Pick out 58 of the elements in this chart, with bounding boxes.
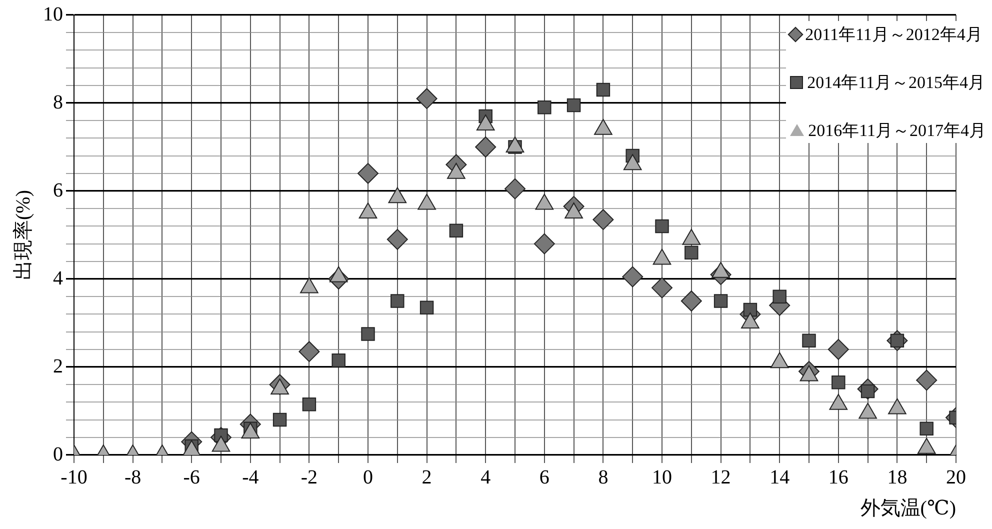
x-axis-title: 外気温(℃) [860,497,956,520]
point [504,178,526,200]
point [622,266,644,288]
point [449,224,464,238]
point [592,209,614,230]
y-tick-label: 0 [53,443,63,466]
point [361,327,375,341]
legend-label: 2016年11月～2017年4月 [808,120,986,142]
point [655,219,669,234]
x-tick-label: 12 [710,466,731,488]
point [916,370,938,391]
point [714,294,728,308]
point [332,354,346,368]
point [420,300,434,314]
x-tick-label: 14 [770,466,790,488]
y-tick-label: 4 [53,267,63,290]
point [832,376,846,390]
x-tick-label: 16 [828,466,848,488]
x-tick-label: 0 [363,466,373,488]
point [298,341,320,362]
point [772,290,786,304]
y-tick-label: 2 [53,355,63,378]
y-tick-label: 10 [43,3,63,26]
x-tick-label: -2 [300,466,318,488]
legend-label: 2011年11月～2012年4月 [805,24,982,46]
x-tick-label: 10 [652,466,672,488]
point [386,228,408,250]
x-tick-label: 20 [946,466,966,488]
point [684,246,698,260]
point [538,100,552,114]
x-tick-label: 4 [480,466,491,488]
x-tick-label: 2 [422,466,432,488]
point [566,98,581,112]
point [828,338,849,360]
y-tick-label: 6 [53,179,63,202]
legend-label: 2014年11月～2015年4月 [807,72,985,94]
x-tick-label: -4 [242,466,259,488]
point [475,136,496,158]
y-axis-title: 出現率(%) [12,190,34,280]
x-tick-label: 6 [539,466,550,488]
point [302,398,316,412]
x-tick-label: 8 [598,466,608,488]
point [743,302,758,317]
y-tick-label: 8 [53,91,63,114]
x-tick-label: 18 [887,466,908,488]
point [652,277,672,298]
x-tick-label: -6 [183,466,200,488]
point [920,422,934,436]
point [680,290,702,312]
point [390,294,404,308]
point [534,233,555,254]
x-tick-label: -10 [60,466,88,488]
point [358,162,378,184]
point [802,334,816,348]
x-tick-label: -8 [124,466,142,488]
point [416,88,438,110]
point [596,82,610,97]
point [272,412,287,427]
